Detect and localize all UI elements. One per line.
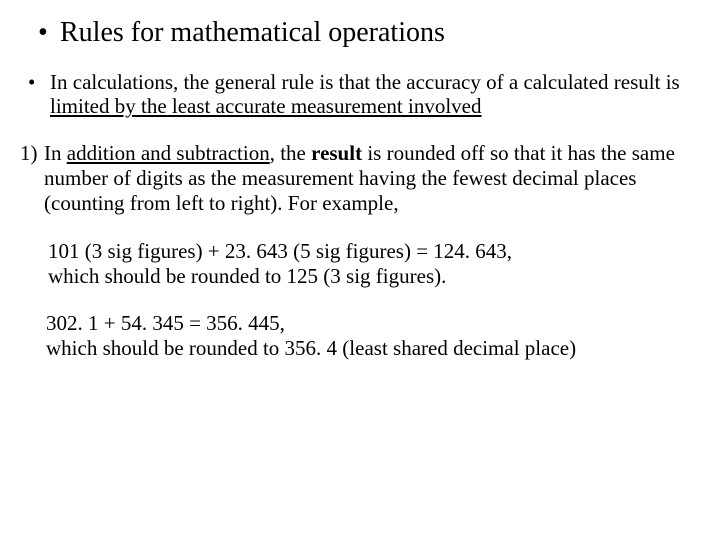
example1-line1: 101 (3 sig figures) + 23. 643 (5 sig fig… (48, 239, 692, 264)
example2-line1: 302. 1 + 54. 345 = 356. 445, (46, 311, 692, 336)
para1-row: • In calculations, the general rule is t… (28, 70, 692, 120)
para1-u1: limited by the least accurate measuremen… (50, 94, 482, 118)
para2-text: In addition and subtraction, the result … (44, 141, 692, 215)
example1: 101 (3 sig figures) + 23. 643 (5 sig fig… (48, 239, 692, 289)
para2-t2: , the (270, 141, 311, 165)
slide: • Rules for mathematical operations • In… (0, 0, 720, 540)
title-bullet: • (38, 16, 60, 50)
para2-b1: result (311, 141, 362, 165)
title-row: • Rules for mathematical operations (38, 16, 692, 50)
para2-u1: addition and subtraction (67, 141, 270, 165)
example2-line2: which should be rounded to 356. 4 (least… (46, 336, 692, 361)
example1-line2: which should be rounded to 125 (3 sig fi… (48, 264, 692, 289)
title-text: Rules for mathematical operations (60, 16, 445, 50)
para2-num: 1) (20, 141, 44, 166)
example2: 302. 1 + 54. 345 = 356. 445, which shoul… (46, 311, 692, 361)
para1-text: In calculations, the general rule is tha… (50, 70, 692, 120)
para2-row: 1) In addition and subtraction, the resu… (20, 141, 692, 215)
para1-bullet: • (28, 70, 50, 95)
para1-t1: In calculations, the general rule is tha… (50, 70, 680, 94)
para2-t1: In (44, 141, 67, 165)
